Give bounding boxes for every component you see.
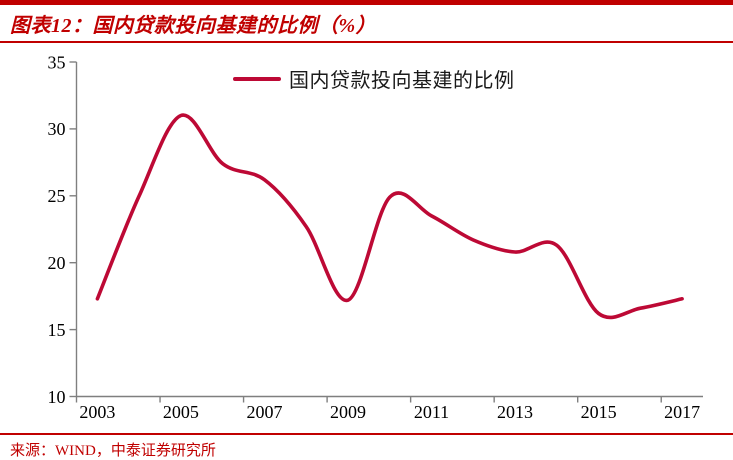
y-axis-label: 30 xyxy=(48,119,66,139)
title-divider xyxy=(0,41,733,43)
bottom-divider xyxy=(0,433,733,435)
series-line xyxy=(95,113,684,320)
y-axis-label: 15 xyxy=(48,320,66,340)
x-axis-label: 2017 xyxy=(664,402,700,422)
legend-label: 国内贷款投向基建的比例 xyxy=(289,70,515,92)
chart-legend: 国内贷款投向基建的比例 xyxy=(233,64,515,93)
x-axis-label: 2007 xyxy=(246,402,282,422)
x-axis-label: 2015 xyxy=(581,402,617,422)
y-axis-label: 20 xyxy=(48,253,66,273)
y-axis-label: 10 xyxy=(48,387,66,407)
y-axis-label: 25 xyxy=(48,186,66,206)
y-axis-label: 35 xyxy=(48,52,66,72)
x-axis-label: 2003 xyxy=(79,402,115,422)
source-text: 来源：WIND，中泰证券研究所 xyxy=(10,443,216,459)
x-axis-label: 2013 xyxy=(497,402,533,422)
legend-line-icon xyxy=(233,76,281,81)
x-axis-label: 2005 xyxy=(163,402,199,422)
x-axis-label: 2009 xyxy=(330,402,366,422)
top-accent-bar xyxy=(0,0,733,5)
x-axis-label: 2011 xyxy=(414,402,449,422)
chart-title: 图表12：国内贷款投向基建的比例（%） xyxy=(10,15,377,37)
